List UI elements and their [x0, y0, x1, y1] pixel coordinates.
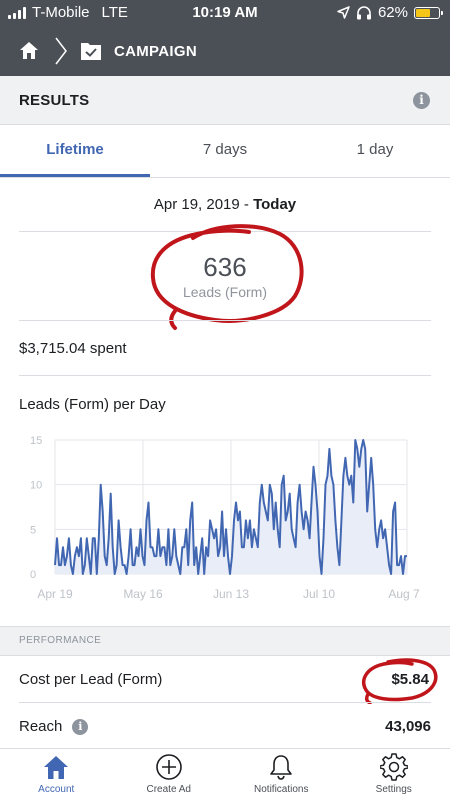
tab-1-day[interactable]: 1 day — [356, 141, 394, 158]
x-tick-label: May 16 — [123, 587, 163, 601]
navigation-bar: CAMPAIGN — [0, 26, 450, 76]
location-arrow-icon — [337, 6, 350, 19]
bell-icon — [270, 755, 293, 780]
time-range-tabs: Lifetime 7 days 1 day — [0, 125, 450, 178]
tab-label: Settings — [375, 784, 412, 795]
chart-title: Leads (Form) per Day — [19, 396, 166, 413]
network-type: LTE — [101, 4, 128, 21]
battery-percent: 62% — [377, 4, 408, 21]
divider — [19, 320, 431, 321]
cost-per-lead-label: Cost per Lead (Form) — [19, 671, 163, 688]
reach-label-text: Reach — [19, 718, 63, 735]
tab-notifications[interactable]: Notifications — [225, 749, 338, 800]
plus-circle-icon — [155, 754, 182, 780]
carrier-name: T-Mobile — [32, 4, 90, 21]
y-tick-label: 0 — [30, 569, 36, 581]
results-header: RESULTS i — [0, 76, 450, 125]
tab-label: Create Ad — [146, 784, 191, 795]
tab-create-ad[interactable]: Create Ad — [113, 749, 226, 800]
tab-account[interactable]: Account — [0, 749, 113, 800]
amount-spent: $3,715.04 spent — [19, 340, 127, 357]
series-area — [55, 440, 407, 574]
x-tick-label: Jul 10 — [303, 587, 335, 601]
battery-icon — [414, 6, 443, 19]
leads-count: 636 — [203, 252, 247, 282]
date-separator: - — [239, 196, 254, 213]
signal-strength-icon — [8, 6, 26, 19]
y-tick-label: 15 — [30, 435, 42, 447]
gear-icon — [379, 753, 408, 781]
divider — [19, 702, 431, 703]
status-bar: T-Mobile LTE 10:19 AM 62% — [0, 0, 450, 26]
divider — [19, 375, 431, 376]
results-title: RESULTS — [19, 91, 90, 109]
date-range: Apr 19, 2019 - Today — [0, 196, 450, 213]
tab-label: Notifications — [254, 784, 309, 795]
breadcrumb-chevron-icon — [55, 37, 67, 65]
tab-settings[interactable]: Settings — [338, 749, 450, 800]
x-tick-label: Jun 13 — [213, 587, 249, 601]
tab-7-days[interactable]: 7 days — [202, 141, 248, 158]
reach-value: 43,096 — [385, 718, 431, 735]
tab-label: Account — [38, 784, 75, 795]
performance-header: PERFORMANCE — [0, 626, 450, 656]
home-icon — [44, 756, 69, 779]
headphones-icon — [356, 5, 371, 19]
y-tick-label: 10 — [30, 480, 42, 492]
info-icon[interactable]: i — [72, 719, 89, 736]
x-tick-label: Aug 7 — [388, 587, 420, 601]
nav-title[interactable]: CAMPAIGN — [114, 42, 197, 60]
y-tick-label: 5 — [30, 524, 36, 536]
series-line — [54, 439, 407, 575]
tab-lifetime[interactable]: Lifetime — [0, 125, 150, 177]
leads-label: Leads (Form) — [182, 284, 268, 300]
red-circle-annotation — [362, 658, 438, 704]
date-start: Apr 19, 2019 — [153, 196, 240, 213]
red-circle-annotation — [150, 224, 304, 330]
clock: 10:19 AM — [192, 4, 258, 21]
reach-label: Reach i — [19, 718, 89, 736]
cost-per-lead-value: $5.84 — [391, 671, 429, 688]
bottom-tab-bar: Account Create Ad Notifications Settings — [0, 748, 450, 800]
info-icon[interactable]: i — [413, 91, 430, 109]
home-icon[interactable] — [18, 40, 40, 62]
date-end: Today — [253, 196, 297, 213]
campaign-folder-icon — [81, 43, 101, 60]
x-tick-label: Apr 19 — [37, 587, 73, 601]
